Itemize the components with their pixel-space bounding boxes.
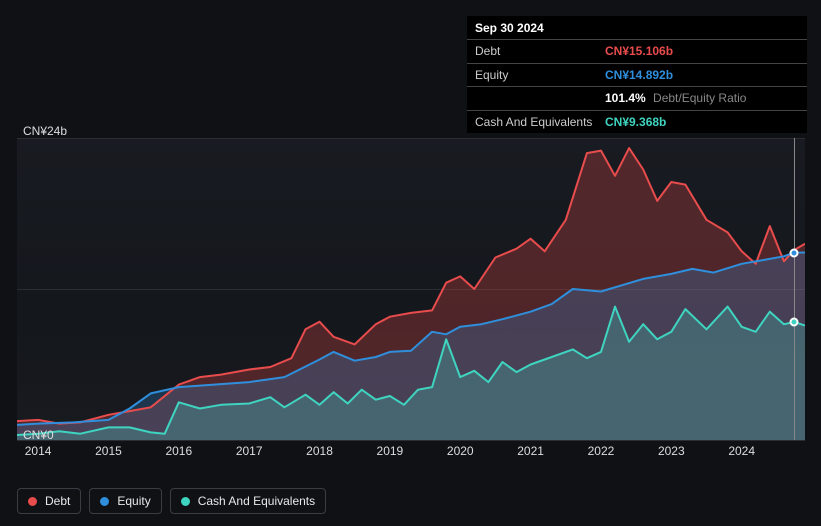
legend: Debt Equity Cash And Equivalents: [17, 488, 326, 514]
tooltip-row-extra: Debt/Equity Ratio: [650, 91, 747, 105]
legend-item[interactable]: Equity: [89, 488, 161, 514]
x-axis-label: 2016: [165, 444, 192, 458]
tooltip-row-value: CN¥15.106b: [605, 44, 673, 58]
hover-dot: [790, 248, 799, 257]
hover-dot: [790, 318, 799, 327]
chart-svg: [17, 138, 805, 440]
x-axis-label: 2017: [236, 444, 263, 458]
y-axis-label-min: CN¥0: [23, 428, 54, 442]
x-axis-label: 2014: [25, 444, 52, 458]
legend-label: Equity: [117, 494, 150, 508]
x-axis-label: 2015: [95, 444, 122, 458]
x-axis-label: 2024: [728, 444, 755, 458]
tooltip-row-label: Debt: [475, 44, 605, 58]
tooltip-row-label: Equity: [475, 68, 605, 82]
tooltip-row-value: 101.4% Debt/Equity Ratio: [605, 91, 746, 105]
x-axis-label: 2022: [588, 444, 615, 458]
x-axis-label: 2018: [306, 444, 333, 458]
tooltip-row-value: CN¥14.892b: [605, 68, 673, 82]
y-axis-label-max: CN¥24b: [23, 124, 67, 138]
legend-label: Debt: [45, 494, 70, 508]
x-axis-label: 2020: [447, 444, 474, 458]
tooltip-row: EquityCN¥14.892b: [467, 64, 807, 87]
x-axis-label: 2019: [377, 444, 404, 458]
legend-dot-icon: [100, 497, 109, 506]
x-axis: 2014 2015 2016 2017 2018 2019 2020 2021 2022 2023…: [17, 444, 805, 464]
legend-dot-icon: [28, 497, 37, 506]
chart-tooltip: Sep 30 2024 DebtCN¥15.106bEquityCN¥14.89…: [467, 16, 807, 133]
tooltip-row: 101.4% Debt/Equity Ratio: [467, 87, 807, 110]
hover-line: [794, 138, 795, 440]
gridline: [17, 440, 805, 441]
x-axis-label: 2021: [517, 444, 544, 458]
tooltip-row-label: [475, 91, 605, 105]
chart[interactable]: CN¥24b CN¥0 2014 2015 2016 2017 2018 2019 2020…: [17, 124, 805, 464]
x-axis-label: 2023: [658, 444, 685, 458]
tooltip-date: Sep 30 2024: [467, 16, 807, 40]
legend-item[interactable]: Debt: [17, 488, 81, 514]
legend-dot-icon: [181, 497, 190, 506]
legend-item[interactable]: Cash And Equivalents: [170, 488, 326, 514]
chart-plot-area[interactable]: [17, 138, 805, 440]
tooltip-row: DebtCN¥15.106b: [467, 40, 807, 63]
legend-label: Cash And Equivalents: [198, 494, 315, 508]
